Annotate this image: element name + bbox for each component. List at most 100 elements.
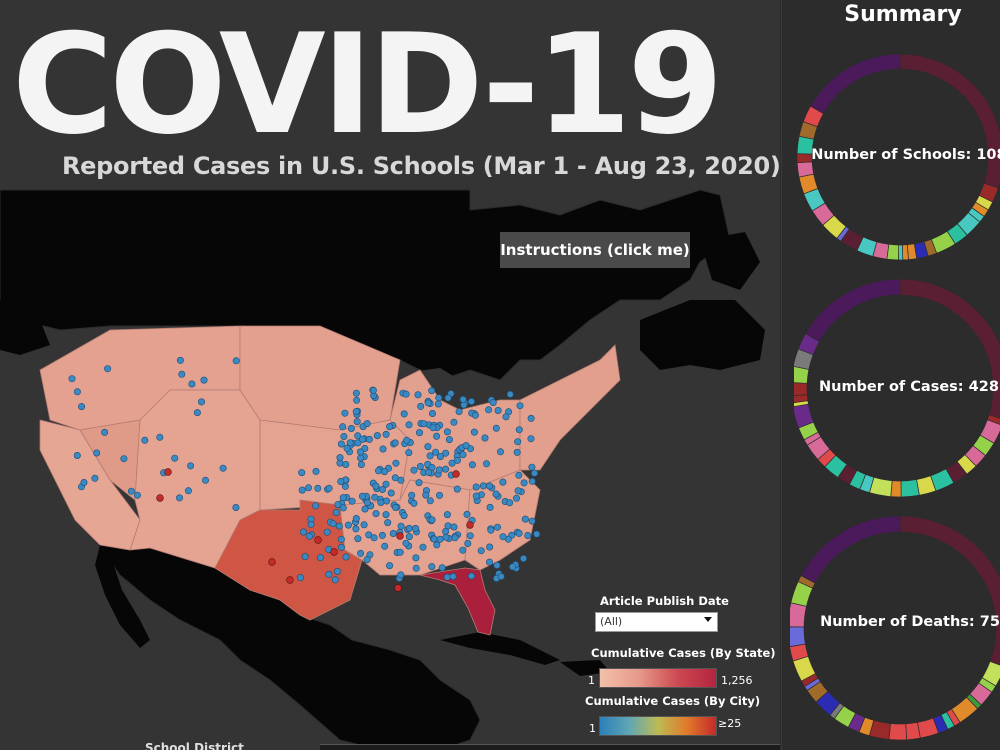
- city-point[interactable]: [312, 502, 320, 510]
- city-point[interactable]: [379, 445, 387, 453]
- donut-segment[interactable]: [902, 244, 909, 261]
- city-point[interactable]: [397, 571, 405, 579]
- city-point[interactable]: [357, 454, 365, 462]
- city-point[interactable]: [402, 539, 410, 547]
- city-point[interactable]: [435, 491, 443, 499]
- city-point[interactable]: [494, 406, 502, 414]
- city-point[interactable]: [452, 470, 460, 478]
- city-point[interactable]: [156, 494, 164, 502]
- city-point[interactable]: [472, 492, 480, 500]
- city-point[interactable]: [232, 357, 240, 365]
- city-point[interactable]: [392, 459, 400, 467]
- city-point[interactable]: [435, 394, 443, 402]
- city-point[interactable]: [78, 403, 86, 411]
- city-point[interactable]: [202, 476, 210, 484]
- city-point[interactable]: [412, 564, 420, 572]
- city-point[interactable]: [397, 522, 405, 530]
- city-point[interactable]: [80, 478, 88, 486]
- city-point[interactable]: [127, 487, 135, 495]
- city-point[interactable]: [479, 482, 487, 490]
- city-point[interactable]: [424, 399, 432, 407]
- city-point[interactable]: [268, 558, 276, 566]
- city-point[interactable]: [419, 543, 427, 551]
- city-point[interactable]: [486, 503, 494, 511]
- city-point[interactable]: [382, 511, 390, 519]
- city-point[interactable]: [519, 554, 527, 562]
- city-point[interactable]: [219, 464, 227, 472]
- city-point[interactable]: [492, 490, 500, 498]
- city-point[interactable]: [120, 455, 128, 463]
- city-point[interactable]: [432, 448, 440, 456]
- donut-segment[interactable]: [890, 480, 902, 498]
- city-point[interactable]: [499, 478, 507, 486]
- city-point[interactable]: [442, 527, 450, 535]
- city-point[interactable]: [424, 443, 432, 451]
- city-point[interactable]: [414, 391, 422, 399]
- city-point[interactable]: [104, 365, 112, 373]
- city-point[interactable]: [342, 553, 350, 561]
- city-point[interactable]: [354, 432, 362, 440]
- city-point[interactable]: [442, 533, 450, 541]
- city-point[interactable]: [333, 567, 341, 575]
- city-point[interactable]: [436, 453, 444, 461]
- city-point[interactable]: [434, 400, 442, 408]
- city-point[interactable]: [422, 491, 430, 499]
- city-point[interactable]: [442, 449, 450, 457]
- city-point[interactable]: [301, 553, 309, 561]
- city-point[interactable]: [450, 418, 458, 426]
- city-point[interactable]: [468, 461, 476, 469]
- city-point[interactable]: [352, 514, 360, 522]
- city-point[interactable]: [346, 439, 354, 447]
- city-point[interactable]: [499, 533, 507, 541]
- city-point[interactable]: [329, 520, 337, 528]
- city-point[interactable]: [521, 515, 529, 523]
- city-point[interactable]: [312, 467, 320, 475]
- donut-segment[interactable]: [805, 278, 901, 343]
- city-point[interactable]: [352, 525, 360, 533]
- city-point[interactable]: [402, 390, 410, 398]
- city-point[interactable]: [405, 524, 413, 532]
- city-point[interactable]: [354, 535, 362, 543]
- city-point[interactable]: [428, 516, 436, 524]
- city-point[interactable]: [524, 531, 532, 539]
- city-point[interactable]: [426, 452, 434, 460]
- city-point[interactable]: [352, 408, 360, 416]
- city-point[interactable]: [360, 521, 368, 529]
- city-point[interactable]: [489, 398, 497, 406]
- city-point[interactable]: [515, 426, 523, 434]
- city-point[interactable]: [509, 563, 517, 571]
- city-point[interactable]: [342, 460, 350, 468]
- city-point[interactable]: [453, 456, 461, 464]
- city-point[interactable]: [325, 484, 333, 492]
- chevron-down-icon[interactable]: [704, 617, 712, 622]
- city-point[interactable]: [514, 487, 522, 495]
- city-point[interactable]: [304, 484, 312, 492]
- donut-segment[interactable]: [899, 515, 1000, 667]
- city-point[interactable]: [515, 529, 523, 537]
- city-point[interactable]: [335, 522, 343, 530]
- city-point[interactable]: [533, 530, 541, 538]
- city-point[interactable]: [493, 561, 501, 569]
- city-point[interactable]: [394, 584, 402, 592]
- city-point[interactable]: [430, 535, 438, 543]
- city-point[interactable]: [353, 396, 361, 404]
- city-point[interactable]: [400, 512, 408, 520]
- city-point[interactable]: [363, 498, 371, 506]
- city-point[interactable]: [444, 394, 452, 402]
- city-point[interactable]: [156, 433, 164, 441]
- city-point[interactable]: [516, 402, 524, 410]
- city-point[interactable]: [451, 534, 459, 542]
- city-point[interactable]: [455, 407, 463, 415]
- city-point[interactable]: [415, 429, 423, 437]
- city-point[interactable]: [392, 503, 400, 511]
- city-point[interactable]: [396, 548, 404, 556]
- city-point[interactable]: [141, 436, 149, 444]
- city-point[interactable]: [356, 448, 364, 456]
- city-point[interactable]: [405, 449, 413, 457]
- city-point[interactable]: [91, 474, 99, 482]
- city-point[interactable]: [133, 491, 141, 499]
- city-point[interactable]: [341, 409, 349, 417]
- deaths-donut-svg[interactable]: [790, 512, 1000, 744]
- city-point[interactable]: [514, 438, 522, 446]
- city-point[interactable]: [435, 466, 443, 474]
